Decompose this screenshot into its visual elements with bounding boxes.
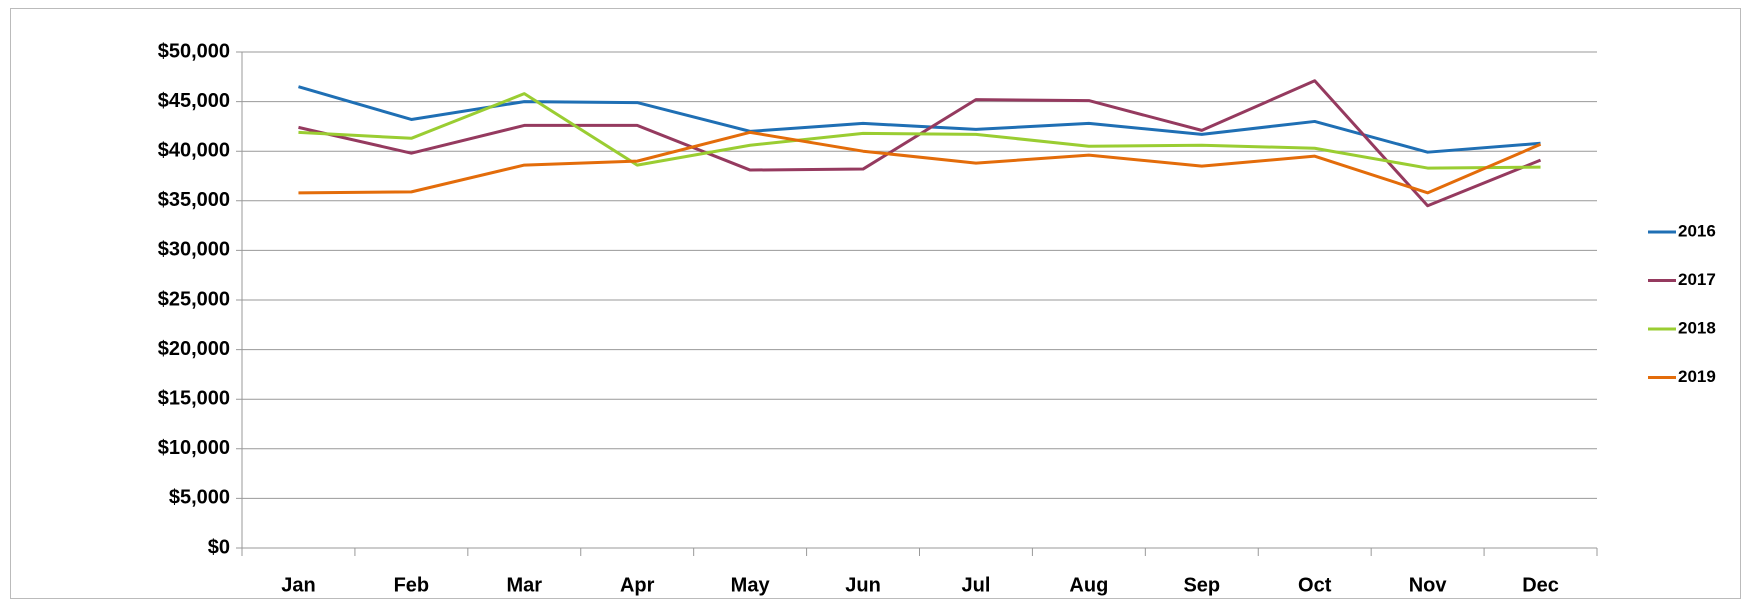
x-tick-label: Nov [1409, 574, 1448, 596]
y-tick-label: $25,000 [158, 288, 230, 310]
x-tick-label: Aug [1069, 574, 1108, 596]
y-tick-label: $35,000 [158, 189, 230, 211]
x-tick-label: Jun [845, 574, 881, 596]
legend-label: 2019 [1678, 367, 1716, 386]
y-tick-label: $40,000 [158, 139, 230, 161]
legend-label: 2016 [1678, 221, 1716, 240]
y-tick-label: $50,000 [158, 40, 230, 62]
y-tick-label: $5,000 [169, 487, 230, 509]
chart-border [10, 8, 1741, 599]
y-tick-label: $10,000 [158, 437, 230, 459]
y-tick-label: $15,000 [158, 387, 230, 409]
x-tick-label: May [731, 574, 771, 596]
series-line [298, 92, 1541, 170]
series-line [298, 85, 1541, 154]
y-tick-label: $20,000 [158, 338, 230, 360]
x-tick-label: Feb [394, 574, 430, 596]
x-tick-label: Jan [281, 574, 315, 596]
y-tick-label: $0 [208, 536, 230, 558]
y-tick-label: $45,000 [158, 90, 230, 112]
x-tick-label: Jul [962, 574, 991, 596]
x-tick-label: Dec [1522, 574, 1559, 596]
x-tick-label: Sep [1183, 574, 1220, 596]
series-line [298, 130, 1542, 195]
legend-label: 2017 [1678, 270, 1716, 289]
x-tick-label: Oct [1298, 574, 1332, 596]
x-tick-label: Apr [620, 574, 655, 596]
legend-label: 2018 [1678, 318, 1716, 337]
y-tick-label: $30,000 [158, 239, 230, 261]
x-tick-label: Mar [507, 574, 543, 596]
